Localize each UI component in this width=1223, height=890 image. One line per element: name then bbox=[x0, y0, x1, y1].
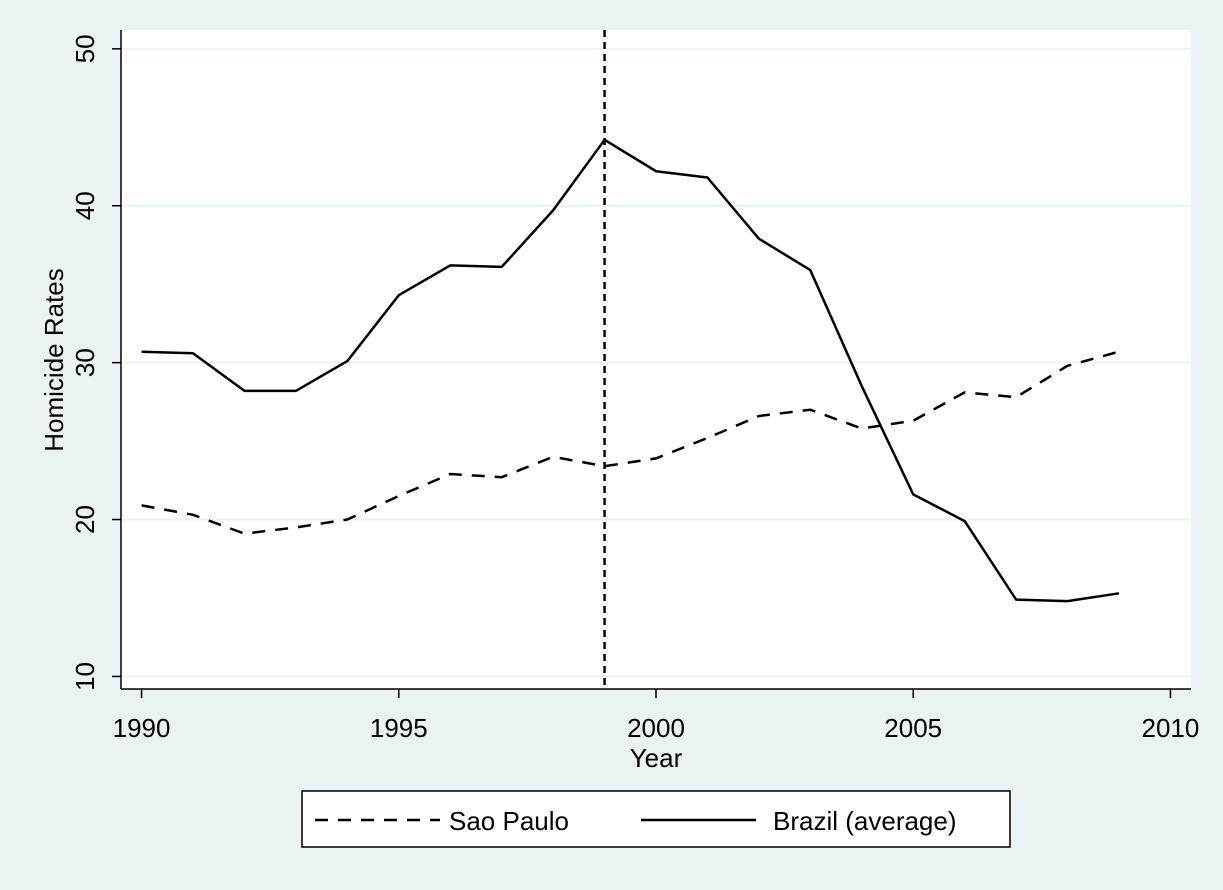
y-axis-ticks: 10 20 30 40 50 bbox=[70, 34, 121, 691]
series-line-brazil-average bbox=[141, 138, 1120, 603]
y-tick-label-20: 20 bbox=[70, 505, 100, 534]
x-tick-label-2005: 2005 bbox=[884, 713, 942, 743]
series-group bbox=[141, 138, 1120, 603]
y-axis-title: Homicide Rates bbox=[39, 268, 69, 452]
y-tick-label-30: 30 bbox=[70, 348, 100, 377]
x-axis-title: Year bbox=[630, 743, 683, 773]
y-tick-label-50: 50 bbox=[70, 34, 100, 63]
x-tick-label-1990: 1990 bbox=[113, 713, 171, 743]
x-tick-label-1995: 1995 bbox=[370, 713, 428, 743]
gridlines bbox=[121, 47, 1191, 678]
x-axis-ticks: 1990 1995 2000 2005 2010 bbox=[113, 689, 1200, 743]
y-tick-label-10: 10 bbox=[70, 662, 100, 691]
x-tick-label-2000: 2000 bbox=[627, 713, 685, 743]
series-line-sao-paulo bbox=[141, 350, 1120, 535]
x-tick-label-2010: 2010 bbox=[1142, 713, 1200, 743]
plot-area bbox=[121, 30, 1191, 689]
y-tick-label-40: 40 bbox=[70, 191, 100, 220]
legend-label-brazil-average: Brazil (average) bbox=[773, 806, 957, 836]
legend: Sao Paulo Brazil (average) bbox=[301, 790, 1011, 848]
legend-label-sao-paulo: Sao Paulo bbox=[449, 806, 569, 836]
